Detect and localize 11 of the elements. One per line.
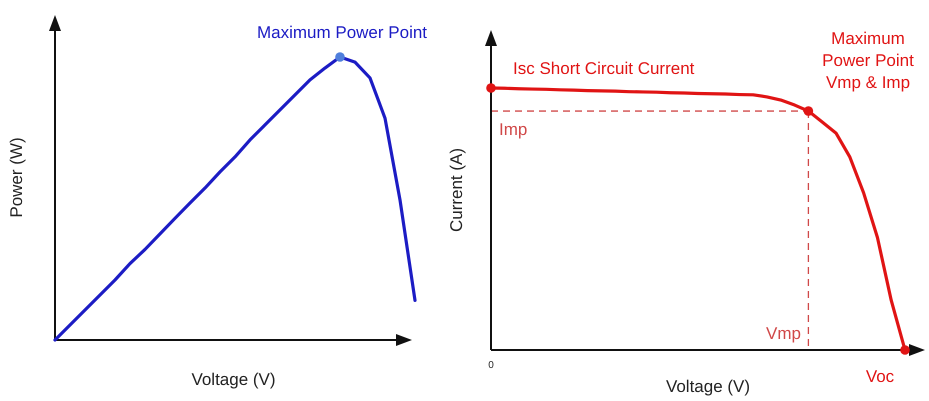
text: 0 bbox=[488, 360, 494, 371]
x-axis-title: Voltage (V) bbox=[666, 377, 750, 396]
annotation: Vmp bbox=[766, 324, 801, 343]
annotation: Maximum Power Point Vmp & Imp bbox=[822, 29, 914, 92]
text: Maximum Power Point bbox=[256, 23, 428, 42]
x-axis-title: Voltage (V) bbox=[191, 370, 276, 389]
ref-line-label: Imp bbox=[499, 120, 528, 140]
text: Voc bbox=[866, 367, 895, 386]
y-axis-title: Current (A) bbox=[447, 148, 466, 232]
text: Isc Short Circuit Current bbox=[513, 59, 695, 78]
y-axis-title: Power (W) bbox=[7, 137, 26, 218]
